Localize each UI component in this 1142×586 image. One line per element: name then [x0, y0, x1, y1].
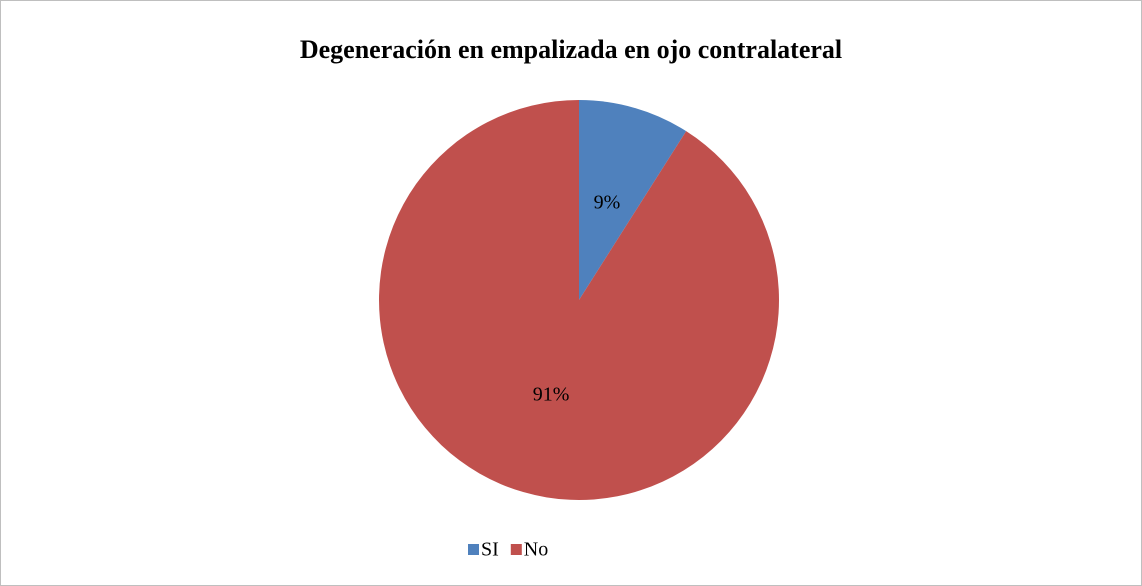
legend-label: SI — [481, 539, 499, 561]
legend-swatch — [510, 544, 522, 555]
chart-title: Degeneración en empalizada en ojo contra… — [300, 35, 842, 64]
data-label: 9% — [594, 192, 621, 214]
legend-swatch — [468, 544, 479, 555]
legend-label: No — [524, 539, 548, 561]
pie-slice — [579, 100, 687, 300]
pie-slice — [378, 100, 779, 501]
data-label: 91% — [533, 384, 570, 406]
